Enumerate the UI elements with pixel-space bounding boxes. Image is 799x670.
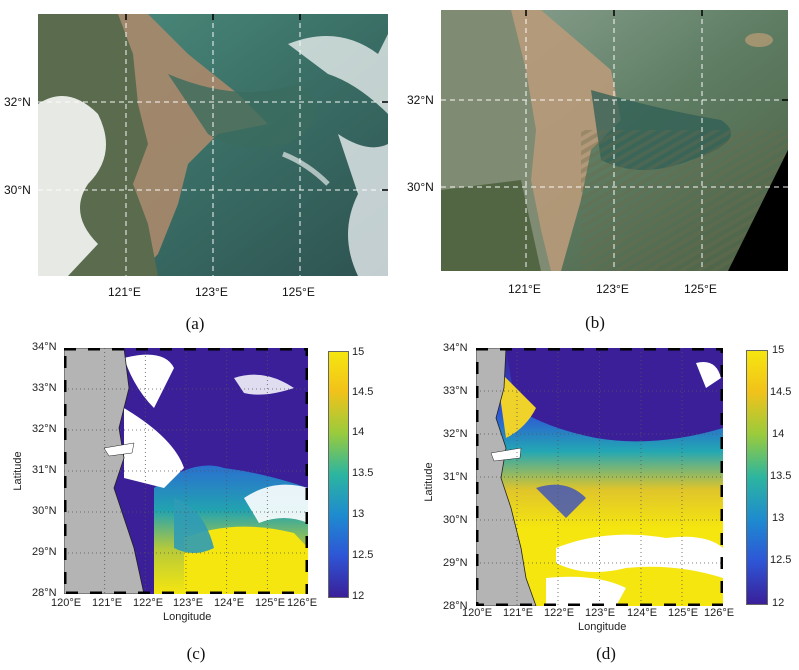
panel-c-x-axis-title: Longitude — [163, 611, 212, 623]
panel-d-lat-label-28: 28°N — [443, 600, 468, 612]
panel-d-lon-label-126: 126°E — [704, 607, 735, 619]
panel-c-lon-label-122: 122°E — [133, 597, 164, 609]
panel-c-lon-label-124: 124°E — [214, 597, 245, 609]
panel-a-image — [38, 14, 388, 276]
panel-c-lat-label-30: 30°N — [32, 505, 57, 517]
panel-c-colorbar-label-12-5: 12.5 — [352, 549, 374, 561]
panel-c-colorbar-label-14: 14 — [352, 426, 365, 438]
panel-c-caption: (c) — [186, 644, 206, 663]
panel-c-colorbar-label-13-5: 13.5 — [352, 467, 374, 479]
panel-d-caption: (d) — [596, 644, 616, 663]
panel-c-lon-label-120: 120°E — [51, 597, 82, 609]
panel-d-x-axis-title: Longitude — [578, 621, 627, 633]
panel-c-lat-label-34: 34°N — [32, 341, 57, 353]
panel-d-y-axis-title: Latitude — [423, 462, 435, 502]
panel-b-lon-label-121: 121°E — [508, 282, 541, 296]
panel-c-map — [64, 348, 308, 594]
panel-b-lat-label-30: 30°N — [407, 180, 434, 194]
panel-d-lon-label-120: 120°E — [462, 607, 493, 619]
panel-d-colorbar-label-12-5: 12.5 — [770, 554, 792, 566]
panel-c-lat-label-29: 29°N — [32, 546, 57, 558]
panel-d-colorbar-label-14: 14 — [772, 428, 785, 440]
panel-b-caption: (b) — [585, 313, 605, 332]
panel-c-lat-label-28: 28°N — [32, 587, 57, 599]
panel-b-lat-label-32: 32°N — [407, 93, 434, 107]
panel-b-lon-label-125: 125°E — [684, 282, 717, 296]
panel-b-lon-label-123: 123°E — [596, 282, 629, 296]
panel-d-colorbar-label-15: 15 — [772, 344, 785, 356]
panel-c-lon-label-125: 125°E — [255, 597, 286, 609]
panel-d-map — [476, 348, 723, 606]
panel-d-colorbar-label-12: 12 — [772, 597, 785, 609]
panel-d-colorbar — [746, 350, 768, 605]
panel-d-lon-label-124: 124°E — [627, 607, 658, 619]
panel-b-image — [441, 10, 788, 271]
panel-d-lon-label-121: 121°E — [503, 607, 534, 619]
panel-c-colorbar-label-12: 12 — [352, 590, 365, 602]
panel-a-lon-label-121: 121°E — [108, 285, 141, 299]
panel-d-lat-label-34: 34°N — [443, 342, 468, 354]
panel-d-colorbar-label-13-5: 13.5 — [770, 470, 792, 482]
panel-c-colorbar-label-13: 13 — [352, 508, 365, 520]
panel-a-caption: (a) — [185, 314, 205, 333]
panel-d-lat-label-33: 33°N — [443, 385, 468, 397]
panel-c-y-axis-title: Latitude — [12, 451, 24, 491]
panel-c-lat-label-33: 33°N — [32, 382, 57, 394]
panel-c-lon-label-123: 123°E — [173, 597, 204, 609]
panel-c-lat-label-32: 32°N — [32, 423, 57, 435]
panel-c-lat-label-31: 31°N — [32, 464, 57, 476]
panel-a-lon-label-123: 123°E — [195, 285, 228, 299]
panel-d-lat-label-30: 30°N — [443, 514, 468, 526]
panel-d-colorbar-label-14-5: 14.5 — [770, 386, 792, 398]
panel-d-colorbar-label-13: 13 — [772, 512, 785, 524]
panel-a-lat-label-32: 32°N — [4, 95, 31, 109]
panel-c-lon-label-121: 121°E — [92, 597, 123, 609]
panel-a-lat-label-30: 30°N — [4, 183, 31, 197]
panel-c-colorbar — [328, 351, 349, 598]
panel-d-lon-label-125: 125°E — [668, 607, 699, 619]
panel-c-colorbar-label-14-5: 14.5 — [352, 386, 374, 398]
panel-c-colorbar-label-15: 15 — [352, 346, 365, 358]
panel-d-lat-label-32: 32°N — [443, 428, 468, 440]
panel-d-lon-label-122: 122°E — [544, 607, 575, 619]
panel-d-lat-label-31: 31°N — [443, 471, 468, 483]
panel-c-lon-label-126: 126°E — [287, 597, 318, 609]
panel-a-lon-label-125: 125°E — [282, 285, 315, 299]
panel-d-lat-label-29: 29°N — [443, 557, 468, 569]
panel-d-lon-label-123: 123°E — [585, 607, 616, 619]
